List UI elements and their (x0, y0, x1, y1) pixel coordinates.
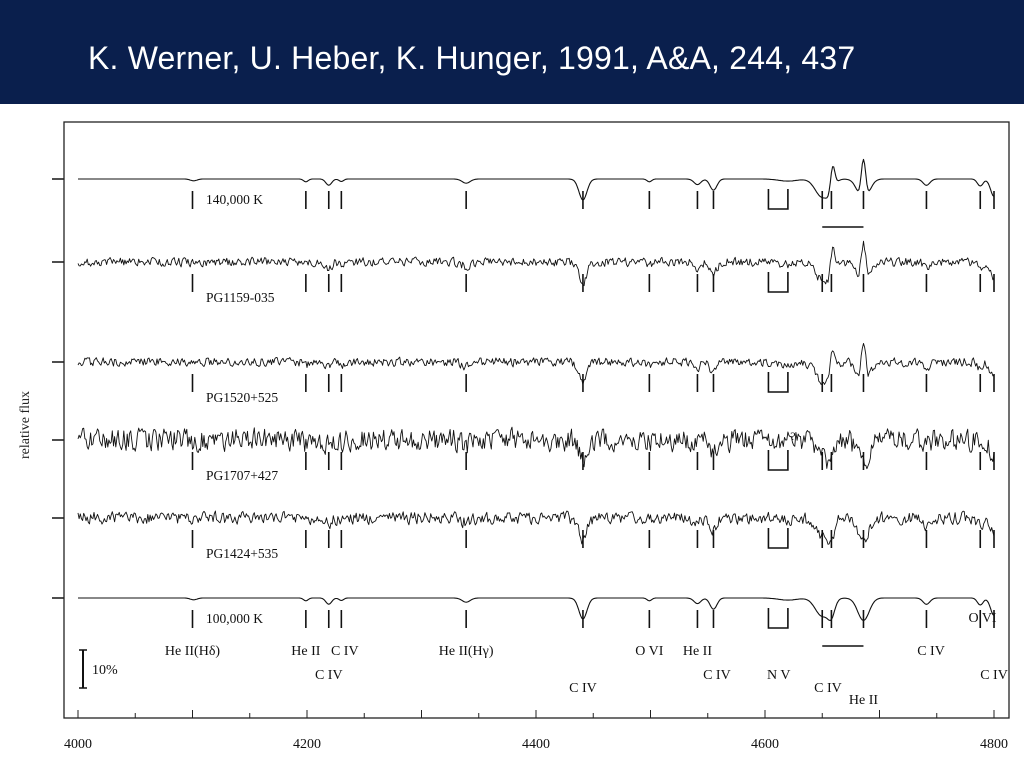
n-v-bracket (767, 608, 789, 629)
x-tick-label: 4800 (980, 737, 1008, 752)
question-mark: ? (790, 429, 795, 443)
ion-label: He II (291, 644, 320, 659)
n-v-bracket (767, 450, 789, 471)
series-label: PG1707+427 (206, 468, 278, 483)
plot-frame (63, 121, 1010, 719)
n-v-bracket (767, 189, 789, 210)
n-v-bracket (767, 528, 789, 549)
ion-label: C IV (917, 644, 945, 659)
spectrum-line (78, 597, 995, 622)
x-tick-label: 4000 (64, 737, 92, 752)
series-label: 100,000 K (206, 611, 263, 626)
series-label: PG1424+535 (206, 546, 278, 561)
ion-label: He II (849, 693, 878, 708)
ion-label: He II(Hγ) (439, 644, 494, 659)
series-label: 140,000 K (206, 192, 263, 207)
x-tick-label: 4600 (751, 737, 779, 752)
slide-title: K. Werner, U. Heber, K. Hunger, 1991, A&… (88, 40, 856, 76)
ion-label: O VI (635, 644, 663, 659)
ion-label: C IV (814, 681, 842, 696)
spectrum-line (77, 240, 995, 287)
ion-label: He II(Hδ) (165, 644, 221, 659)
series-label: PG1159-035 (206, 290, 275, 305)
ion-label: He II (683, 644, 712, 659)
spectrum-line (77, 510, 995, 545)
spectrum-line (78, 158, 995, 201)
ion-label: C IV (980, 668, 1008, 683)
n-v-bracket (767, 272, 789, 293)
x-tick-label: 4200 (293, 737, 321, 752)
ion-label: C IV (569, 681, 597, 696)
spectra-chart: 4000 4200 4400 4600 4800 10% 140,000 K PG1159-… (52, 121, 1010, 752)
spectrum-line (77, 426, 995, 470)
ion-label: O VI (968, 611, 996, 626)
spectrum-line (77, 342, 995, 385)
series-label: PG1520+525 (206, 390, 278, 405)
ion-label: C IV (315, 668, 343, 683)
ion-label: C IV (703, 668, 731, 683)
ion-label: C IV (331, 644, 359, 659)
x-tick-label: 4400 (522, 737, 550, 752)
title-bar: K. Werner, U. Heber, K. Hunger, 1991, A&… (0, 0, 1024, 104)
scale-bar-label: 10% (92, 663, 118, 678)
n-v-bracket (767, 372, 789, 393)
ion-label: N V (767, 668, 790, 683)
